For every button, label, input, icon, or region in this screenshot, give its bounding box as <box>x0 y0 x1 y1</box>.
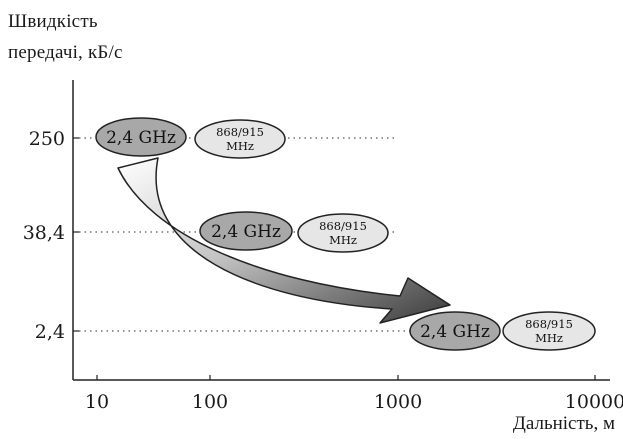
x-tick-label-1000: 1000 <box>374 391 422 413</box>
bubble-2-4ghz-2-4 <box>409 311 501 351</box>
y-tick-label-250: 250 <box>29 128 65 150</box>
bubble-868-915-38-4-label-line2: MHz <box>329 233 357 247</box>
y-axis-title-line2: передачі, кБ/с <box>8 42 123 63</box>
bubble-868-915-2-4-label-line2: MHz <box>535 331 563 345</box>
bubble-2-4ghz-2-4-label: 2,4 GHz <box>420 322 490 342</box>
y-axis-title: Швидкість передачі, кБ/с <box>8 6 123 68</box>
bubble-868-915-2-4 <box>502 311 596 351</box>
x-tick-label-100: 100 <box>192 391 228 413</box>
x-axis-title: Дальність, м <box>512 413 615 434</box>
bubble-868-915-250-label-line1: 868/915 <box>216 125 264 139</box>
bubble-2-4ghz-250-label: 2,4 GHz <box>106 128 176 148</box>
bubble-868-915-250 <box>194 119 286 159</box>
y-tick-label-38-4: 38,4 <box>23 222 65 244</box>
bubble-868-915-2-4-label-line1: 868/915 <box>525 317 573 331</box>
bubble-2-4ghz-38-4 <box>199 211 293 251</box>
bubble-2-4ghz-250 <box>95 117 187 157</box>
x-tick-label-10000: 10000 <box>565 391 623 413</box>
trend-arrow <box>117 157 451 324</box>
bubble-868-915-38-4 <box>297 213 389 253</box>
x-tick-label-10: 10 <box>85 391 109 413</box>
bubble-868-915-38-4-label-line1: 868/915 <box>319 219 367 233</box>
y-axis-title-line1: Швидкість <box>8 11 98 32</box>
y-tick-label-2-4: 2,4 <box>35 321 65 343</box>
bubble-2-4ghz-38-4-label: 2,4 GHz <box>211 222 281 242</box>
bubble-868-915-250-label-line2: MHz <box>226 139 254 153</box>
